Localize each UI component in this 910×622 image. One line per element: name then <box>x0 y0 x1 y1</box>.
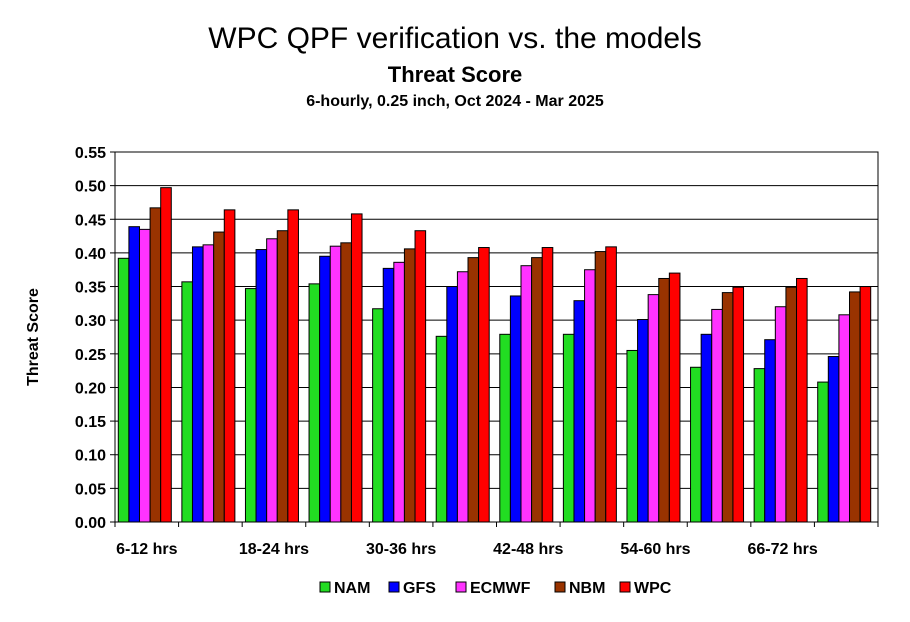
bar-wpc <box>732 286 745 523</box>
bar-nbm <box>213 231 225 523</box>
bar-nam <box>372 308 384 523</box>
bar-gfs <box>255 249 268 523</box>
bar-wpc <box>223 209 236 523</box>
bar-nam <box>308 283 321 523</box>
legend-label-wpc: WPC <box>634 580 672 597</box>
bar-nam <box>626 349 639 523</box>
y-axis-label: Threat Score <box>25 288 42 386</box>
x-axis: 6-12 hrs 18-24 hrs 30-36 hrs 42-48 hrs 54-60… <box>114 522 879 558</box>
bar-nbm <box>276 230 289 523</box>
bar-nbm <box>721 292 734 523</box>
bar-wpc <box>478 247 490 523</box>
bar-gfs <box>319 255 331 523</box>
plot-area <box>115 152 878 522</box>
y-tick-label: 0.35 <box>75 280 106 297</box>
x-tick-label: 54-60 hrs <box>620 541 690 558</box>
bar-nam <box>499 333 511 523</box>
bar-ecmwf <box>138 228 151 523</box>
legend-label-gfs: GFS <box>403 580 436 597</box>
y-tick-label: 0.25 <box>75 347 106 364</box>
y-tick-label: 0.05 <box>75 481 106 498</box>
bar-wpc <box>541 247 554 523</box>
legend-label-nam: NAM <box>334 580 370 597</box>
bar-ecmwf <box>456 271 469 523</box>
bar-wpc <box>350 213 363 523</box>
bar-gfs <box>764 339 776 523</box>
y-tick-label: 0.15 <box>75 414 106 431</box>
bar-wpc <box>160 187 172 523</box>
legend-swatch-nam <box>319 581 331 593</box>
bar-nbm <box>467 257 480 523</box>
y-tick-label: 0.45 <box>75 212 106 229</box>
bar-gfs <box>827 356 840 523</box>
bar-nam <box>435 335 448 523</box>
legend: NAM GFS ECMWF NBM WPC <box>319 580 672 597</box>
bar-nbm <box>785 286 798 523</box>
bar-wpc <box>414 230 427 523</box>
bar-ecmwf <box>202 244 215 523</box>
y-tick-label: 0.10 <box>75 448 106 465</box>
x-tick-label: 18-24 hrs <box>239 541 309 558</box>
bar-gfs <box>191 246 204 523</box>
bar-gfs <box>509 295 522 523</box>
bar-gfs <box>128 226 140 523</box>
bar-nam <box>244 288 257 523</box>
chart-title: WPC QPF verification vs. the models <box>208 22 702 55</box>
bar-gfs <box>382 267 395 523</box>
bar-wpc <box>859 286 872 523</box>
legend-swatch-ecmwf <box>455 581 467 593</box>
bar-ecmwf <box>774 306 787 523</box>
bar-gfs <box>700 333 713 523</box>
legend-label-nbm: NBM <box>569 580 605 597</box>
gridlines <box>115 185 878 489</box>
chart-subtitle-period: 6-hourly, 0.25 inch, Oct 2024 - Mar 2025 <box>306 93 604 110</box>
bar-nbm <box>531 257 543 523</box>
legend-swatch-gfs <box>388 581 400 593</box>
bar-nbm <box>658 277 670 523</box>
bar-ecmwf <box>838 314 851 523</box>
bar-ecmwf <box>584 269 596 523</box>
bar-wpc <box>668 272 681 523</box>
legend-swatch-nbm <box>554 581 566 593</box>
x-tick-label: 6-12 hrs <box>116 541 177 558</box>
y-tick-label: 0.55 <box>75 145 106 162</box>
y-axis: 0.00 0.05 0.10 0.15 0.20 0.25 0.30 0.35 0.40 0.45… <box>75 145 115 532</box>
bar-wpc <box>796 277 808 523</box>
bar-ecmwf <box>647 294 660 523</box>
bar-nam <box>181 281 193 523</box>
bar-gfs <box>446 286 458 523</box>
bar-nam <box>117 257 130 523</box>
bar-ecmwf <box>711 308 723 523</box>
bar-wpc <box>287 209 299 523</box>
y-tick-label: 0.00 <box>75 515 106 532</box>
y-tick-label: 0.20 <box>75 380 106 397</box>
legend-label-ecmwf: ECMWF <box>470 580 531 597</box>
bar-nam <box>817 381 829 523</box>
bar-gfs <box>573 300 586 523</box>
bars <box>117 187 872 523</box>
bar-ecmwf <box>520 265 533 523</box>
chart-subtitle: Threat Score <box>387 62 523 87</box>
legend-swatch-wpc <box>619 581 631 593</box>
bar-wpc <box>605 246 617 523</box>
bar-nbm <box>849 291 861 523</box>
bar-ecmwf <box>329 245 342 523</box>
bar-nam <box>753 368 766 523</box>
y-tick-label: 0.40 <box>75 246 106 263</box>
bar-nbm <box>149 207 162 523</box>
bar-ecmwf <box>393 261 405 523</box>
bar-gfs <box>637 319 649 523</box>
bar-ecmwf <box>266 238 278 523</box>
bar-nbm <box>340 242 352 523</box>
bar-nam <box>690 366 702 523</box>
x-tick-label: 66-72 hrs <box>747 541 817 558</box>
bar-nam <box>562 333 575 523</box>
y-tick-label: 0.50 <box>75 179 106 196</box>
x-tick-label: 42-48 hrs <box>493 541 563 558</box>
x-tick-label: 30-36 hrs <box>366 541 436 558</box>
bar-nbm <box>403 248 416 523</box>
bar-nbm <box>594 251 607 523</box>
y-tick-label: 0.30 <box>75 313 106 330</box>
